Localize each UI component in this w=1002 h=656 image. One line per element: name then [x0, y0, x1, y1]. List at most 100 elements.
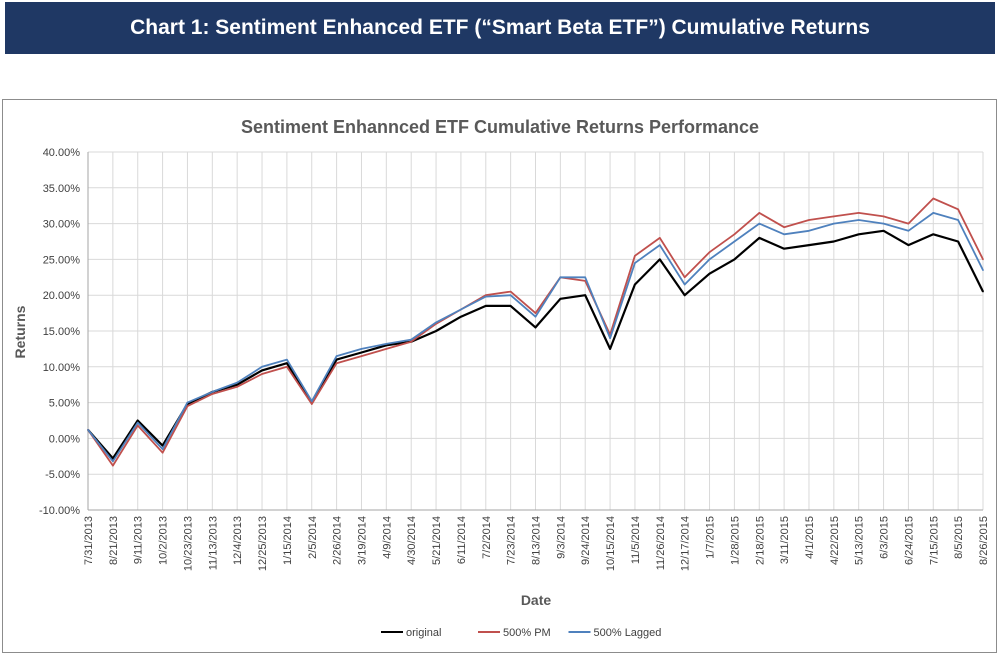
data-point — [335, 355, 338, 357]
data-point — [634, 262, 636, 264]
x-tick-label: 8/13/2014 — [531, 516, 543, 565]
data-point — [907, 229, 910, 232]
y-tick-label: 30.00% — [43, 219, 81, 231]
data-point — [609, 337, 611, 339]
x-tick-label: 6/11/2014 — [456, 516, 468, 564]
data-point — [286, 358, 288, 361]
data-point — [112, 464, 114, 467]
x-tick-label: 11/26/2014 — [655, 516, 667, 570]
x-tick-label: 1/7/2015 — [705, 516, 717, 559]
data-point — [410, 338, 412, 341]
legend: original 500% PM 500% Lagged — [381, 627, 661, 639]
data-point — [211, 393, 214, 395]
data-point — [882, 215, 885, 218]
data-point — [833, 222, 835, 225]
y-tick-label: 10.00% — [43, 362, 81, 374]
legend-label: original — [406, 627, 441, 639]
x-tick-label: 9/24/2014 — [580, 516, 592, 565]
x-tick-label: 5/13/2015 — [854, 516, 866, 565]
data-point — [87, 429, 89, 431]
data-point — [161, 448, 164, 450]
data-point — [932, 212, 935, 214]
x-tick-label: 2/18/2015 — [754, 516, 766, 565]
data-point — [136, 424, 139, 427]
data-point — [559, 276, 562, 279]
data-point — [733, 240, 736, 243]
x-tick-label: 7/15/2015 — [928, 516, 940, 565]
y-axis-title: Returns — [12, 305, 28, 358]
x-axis-title: Date — [521, 592, 552, 608]
x-tick-label: 11/13/2013 — [207, 516, 219, 570]
data-point — [211, 391, 214, 393]
data-point — [907, 222, 910, 225]
data-point — [907, 244, 910, 246]
y-tick-label: 20.00% — [43, 290, 81, 302]
data-point — [733, 233, 736, 236]
x-tick-label: 12/4/2013 — [232, 516, 244, 565]
y-tick-label: 35.00% — [43, 183, 81, 195]
data-point — [261, 373, 263, 375]
data-point — [932, 233, 935, 236]
data-point — [186, 405, 189, 407]
data-point — [534, 326, 537, 329]
y-tick-label: 40.00% — [43, 147, 81, 159]
data-point — [310, 403, 313, 405]
data-point — [683, 276, 686, 279]
chart-title: Sentiment Enhannced ETF Cumulative Retur… — [241, 117, 759, 137]
x-tick-label: 8/26/2015 — [978, 516, 990, 565]
data-point — [261, 366, 263, 368]
x-tick-label: 3/19/2014 — [356, 516, 368, 565]
data-point — [161, 444, 164, 447]
data-point — [584, 276, 587, 279]
axis-labels: 40.00% 35.00% 30.00% 25.00% 20.00% 15.00% 10.0… — [39, 147, 990, 571]
data-point — [982, 290, 984, 293]
data-point — [683, 294, 686, 296]
data-point — [136, 421, 139, 424]
data-point — [435, 330, 437, 332]
data-point — [857, 219, 860, 221]
data-point — [385, 344, 388, 347]
x-tick-label: 4/30/2014 — [406, 516, 418, 565]
x-tick-label: 11/5/2014 — [630, 516, 642, 564]
data-point — [932, 197, 935, 200]
x-tick-label: 7/31/2013 — [83, 516, 95, 565]
data-point — [136, 419, 139, 422]
x-tick-label: 12/17/2014 — [680, 516, 692, 571]
data-point — [509, 290, 512, 293]
x-tick-label: 5/21/2014 — [431, 516, 443, 565]
data-point — [236, 386, 238, 388]
data-point — [634, 255, 636, 257]
data-point — [310, 400, 313, 402]
data-point — [261, 369, 263, 372]
y-tick-label: 25.00% — [43, 254, 81, 266]
data-point — [659, 244, 661, 246]
x-tick-label: 8/21/2013 — [108, 516, 120, 565]
data-point — [758, 222, 761, 225]
legend-label: 500% Lagged — [594, 627, 662, 639]
data-point — [534, 315, 537, 318]
series-lines — [87, 197, 984, 467]
data-point — [161, 451, 164, 454]
data-point — [385, 348, 388, 350]
data-point — [460, 308, 462, 311]
data-point — [286, 362, 288, 365]
data-point — [758, 237, 761, 239]
data-point — [360, 351, 363, 354]
data-point — [385, 343, 388, 345]
data-point — [882, 229, 885, 232]
chart-banner-title: Chart 1: Sentiment Enhanced ETF (“Smart … — [5, 2, 995, 54]
x-tick-label: 10/15/2014 — [605, 516, 617, 571]
data-point — [236, 381, 238, 384]
data-point — [857, 233, 860, 236]
data-point — [659, 237, 661, 239]
data-point — [957, 219, 959, 221]
data-point — [957, 240, 959, 243]
data-point — [335, 362, 338, 365]
y-tick-label: 15.00% — [43, 326, 81, 338]
data-point — [112, 457, 114, 460]
x-tick-label: 8/5/2015 — [953, 516, 965, 559]
data-point — [112, 460, 114, 463]
x-tick-label: 6/3/2015 — [879, 516, 891, 559]
data-point — [708, 258, 711, 261]
data-point — [982, 258, 984, 261]
